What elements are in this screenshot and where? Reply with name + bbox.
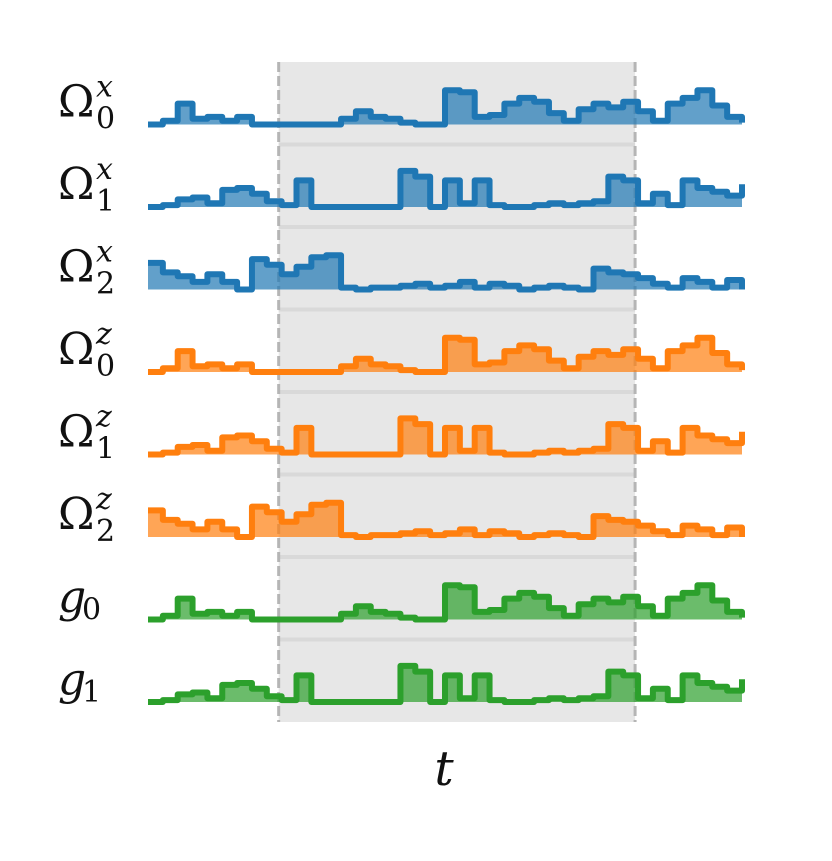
row-gridlines (278, 142, 636, 642)
row-label: Ωz 2 (58, 482, 115, 549)
row-label: g0 (58, 572, 101, 628)
row-label: Ωz 1 (58, 400, 115, 467)
series-line (148, 582, 745, 623)
row-label: Ωx 1 (58, 152, 115, 219)
row-label: g1 (58, 654, 101, 710)
series-line (148, 415, 745, 458)
series-line (148, 167, 745, 210)
row-labels: Ωx 0 Ωx 1 Ωx 2 Ωz 0 Ωz 1 Ωz 2 g0 g1 (58, 70, 115, 711)
series-line (148, 499, 745, 540)
row-label: Ωz 0 (58, 317, 115, 384)
row-label: Ωx 2 (58, 235, 115, 302)
series-line (148, 334, 745, 375)
series-line (148, 252, 745, 293)
x-axis-label: t (434, 741, 454, 797)
series-traces (148, 87, 745, 705)
series-line (148, 87, 745, 128)
row-label: Ωx 0 (58, 70, 115, 137)
series-line (148, 662, 745, 705)
